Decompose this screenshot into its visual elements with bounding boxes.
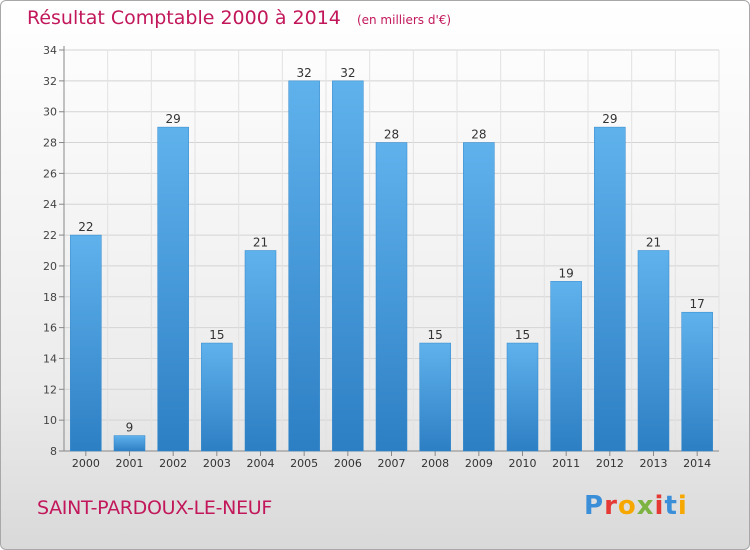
- value-label-2001: 9: [126, 421, 134, 435]
- logo-letter: i: [677, 491, 688, 521]
- x-tick-label-2004: 2004: [247, 457, 275, 470]
- x-tick-label-2001: 2001: [116, 457, 144, 470]
- logo-letter: t: [664, 491, 678, 521]
- x-tick-label-2011: 2011: [552, 457, 580, 470]
- y-tick-label: 14: [43, 352, 57, 365]
- value-label-2007: 28: [384, 128, 399, 142]
- y-tick-label: 12: [43, 383, 57, 396]
- value-label-2004: 21: [253, 236, 268, 250]
- logo-letter: i: [654, 491, 665, 521]
- value-label-2005: 32: [297, 66, 312, 80]
- logo-letter: r: [604, 491, 618, 521]
- value-label-2009: 28: [471, 128, 486, 142]
- bar-layer: [70, 80, 713, 452]
- value-label-2006: 32: [340, 66, 355, 80]
- x-tick-label-2007: 2007: [378, 457, 406, 470]
- bar-2003[interactable]: [201, 342, 233, 452]
- bar-2009[interactable]: [463, 142, 495, 452]
- chart-title: Résultat Comptable 2000 à 2014 (en milli…: [27, 7, 451, 29]
- x-tick-label-2010: 2010: [509, 457, 537, 470]
- x-tick-label-2008: 2008: [421, 457, 449, 470]
- value-label-2014: 17: [690, 297, 705, 311]
- x-tick-label-2000: 2000: [72, 457, 100, 470]
- y-tick-label: 30: [43, 106, 57, 119]
- y-tick-label: 28: [43, 137, 57, 150]
- logo-letter: x: [636, 491, 655, 521]
- logo-letter: o: [617, 491, 637, 521]
- bar-2006[interactable]: [332, 80, 364, 452]
- value-label-2008: 15: [428, 328, 443, 342]
- y-tick-label: 16: [43, 322, 57, 335]
- x-tick-label-2009: 2009: [465, 457, 493, 470]
- x-tick-label-2014: 2014: [683, 457, 711, 470]
- y-tick-label: 10: [43, 414, 57, 427]
- bar-2011[interactable]: [550, 281, 582, 452]
- value-label-2013: 21: [646, 236, 661, 250]
- bar-2004[interactable]: [244, 250, 277, 452]
- bar-2000[interactable]: [70, 234, 102, 452]
- bar-2005[interactable]: [288, 80, 320, 452]
- label-layer: 22 2000 9 2001 29 2002 15 2003 21 2004 32 2005 32 200…: [72, 66, 711, 470]
- value-label-2003: 15: [209, 328, 224, 342]
- value-label-2002: 29: [166, 112, 181, 126]
- x-tick-label-2006: 2006: [334, 457, 362, 470]
- x-tick-label-2013: 2013: [640, 457, 668, 470]
- x-tick-label-2002: 2002: [159, 457, 187, 470]
- chart-unit-label: (en milliers d'€): [356, 13, 452, 27]
- bar-2008[interactable]: [419, 342, 451, 452]
- value-label-2012: 29: [602, 112, 617, 126]
- proxiti-logo[interactable]: Proxiti: [584, 491, 688, 521]
- bar-2007[interactable]: [375, 142, 408, 452]
- x-tick-label-2012: 2012: [596, 457, 624, 470]
- bar-2013[interactable]: [637, 250, 670, 452]
- value-label-2000: 22: [78, 220, 93, 234]
- bar-2002[interactable]: [157, 126, 189, 452]
- y-tick-label: 24: [43, 198, 57, 211]
- y-tick-label: 22: [43, 229, 57, 242]
- bar-2014[interactable]: [681, 311, 713, 452]
- logo-letter: P: [584, 491, 605, 521]
- value-label-2011: 19: [559, 266, 574, 280]
- value-label-2010: 15: [515, 328, 530, 342]
- x-tick-label-2003: 2003: [203, 457, 231, 470]
- y-tick-label: 8: [50, 445, 57, 458]
- commune-name: SAINT-PARDOUX-LE-NEUF: [37, 497, 273, 519]
- y-tick-label: 20: [43, 260, 57, 273]
- y-tick-label: 18: [43, 291, 57, 304]
- chart-title-text: Résultat Comptable 2000 à 2014: [27, 7, 341, 29]
- y-tick-label: 26: [43, 167, 57, 180]
- bar-2001[interactable]: [113, 435, 146, 452]
- y-tick-label: 34: [43, 44, 57, 57]
- y-tick-label: 32: [43, 75, 57, 88]
- x-tick-label-2005: 2005: [290, 457, 318, 470]
- bar-2010[interactable]: [506, 342, 539, 452]
- bar-2012[interactable]: [594, 126, 626, 452]
